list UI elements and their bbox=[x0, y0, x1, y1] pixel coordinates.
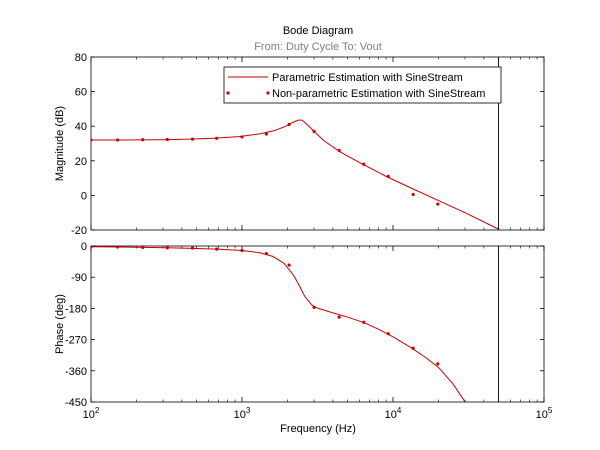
mag-nonparametric-point bbox=[287, 122, 291, 127]
mag-nonparametric-point bbox=[215, 136, 219, 140]
mag-y-axis-label: Magnitude (dB) bbox=[54, 106, 66, 181]
phase-xtick-label: 105 bbox=[536, 406, 553, 421]
mag-ytick-label: -20 bbox=[71, 225, 87, 237]
mag-ytick-label: 80 bbox=[75, 52, 87, 64]
phase-plot: -450 -360 -270 -180 -90 0 102 103 104 105 Phase (d… bbox=[54, 241, 553, 421]
phase-nonparametric-point bbox=[165, 246, 169, 250]
phase-nonparametric-point bbox=[264, 252, 268, 256]
phase-nonparametric-point bbox=[386, 332, 390, 336]
phase-ytick-label: -90 bbox=[71, 272, 87, 284]
phase-nonparametric-point bbox=[411, 346, 415, 350]
phase-nonparametric-point bbox=[115, 246, 120, 249]
phase-ytick-label: 0 bbox=[81, 241, 87, 253]
phase-ytick-label: -360 bbox=[65, 366, 87, 378]
phase-xtick-label: 102 bbox=[83, 406, 100, 421]
legend-entry-nonparametric: Non-parametric Estimation with SineStrea… bbox=[272, 88, 485, 100]
phase-nonparametric-point bbox=[215, 247, 219, 251]
phase-ytick-label: -270 bbox=[65, 335, 87, 347]
phase-nonparametric-point bbox=[91, 246, 93, 249]
legend-box bbox=[223, 66, 502, 104]
legend-marker-swatch bbox=[226, 91, 230, 95]
phase-data bbox=[91, 246, 466, 402]
mag-nonparametric-point bbox=[141, 138, 145, 142]
phase-axes-box bbox=[90, 245, 545, 403]
mag-nonparametric-point bbox=[264, 132, 268, 136]
figure-subtitle: From: Duty Cycle To: Vout bbox=[254, 41, 382, 53]
mag-nonparametric-point bbox=[362, 162, 366, 166]
mag-nonparametric-point bbox=[411, 192, 415, 197]
mag-nonparametric-point bbox=[436, 202, 440, 206]
mag-nonparametric-point bbox=[337, 148, 341, 153]
x-axis-label: Frequency (Hz) bbox=[280, 423, 356, 435]
mag-nonparametric-point bbox=[165, 137, 169, 142]
mag-ytick-label: 40 bbox=[75, 121, 87, 133]
phase-nonparametric-point bbox=[190, 246, 195, 250]
phase-nonparametric-point bbox=[436, 362, 440, 366]
phase-y-axis-label: Phase (deg) bbox=[54, 294, 66, 354]
mag-ytick-label: 20 bbox=[75, 156, 87, 168]
mag-nonparametric-point bbox=[386, 174, 390, 178]
mag-nonparametric-point bbox=[240, 135, 244, 139]
phase-nonparametric-point bbox=[337, 315, 341, 319]
mag-nonparametric-point bbox=[312, 129, 316, 133]
phase-ytick-label: -450 bbox=[65, 397, 87, 409]
mag-nonparametric-point bbox=[91, 138, 93, 142]
legend-entry-parametric: Parametric Estimation with SineStream bbox=[272, 72, 463, 84]
phase-nonparametric-point bbox=[312, 305, 316, 309]
phase-nonparametric-point bbox=[362, 320, 366, 324]
phase-nonparametric-point bbox=[141, 246, 145, 249]
phase-nonparametric-point bbox=[287, 263, 291, 267]
phase-nonparametric-point bbox=[240, 248, 244, 253]
phase-xtick-label: 103 bbox=[234, 406, 251, 421]
mag-ytick-label: 60 bbox=[75, 87, 87, 99]
mag-data bbox=[91, 119, 499, 230]
mag-nonparametric-point bbox=[115, 138, 120, 142]
magnitude-plot: -20 0 20 40 60 80 Magnitude (dB) Parametric Est… bbox=[54, 52, 545, 237]
mag-ytick-label: 0 bbox=[81, 190, 87, 202]
mag-parametric-line bbox=[91, 119, 499, 230]
legend-marker-swatch bbox=[266, 91, 270, 95]
phase-xtick-label: 104 bbox=[385, 406, 402, 421]
legend: Parametric Estimation with SineStream Non… bbox=[223, 66, 502, 104]
mag-nonparametric-point bbox=[190, 137, 195, 141]
phase-ytick-label: -180 bbox=[65, 303, 87, 315]
figure-title: Bode Diagram bbox=[283, 25, 353, 37]
